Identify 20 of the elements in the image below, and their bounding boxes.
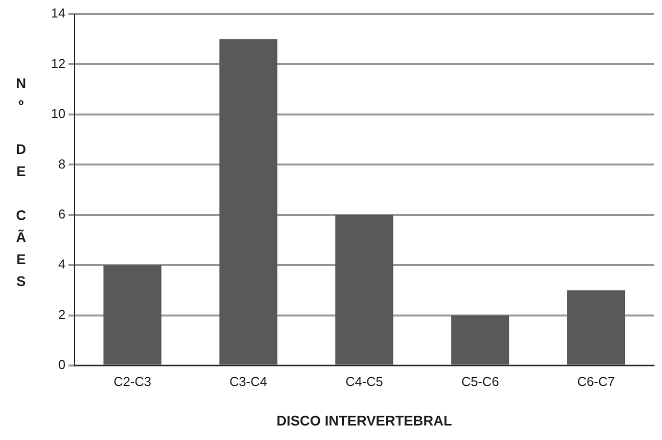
x-tick-label: C2-C3: [114, 374, 152, 389]
x-tick-label: C4-C5: [345, 374, 384, 389]
bar: [219, 39, 278, 365]
y-tick-label: 10: [50, 106, 66, 122]
x-tick-label: C5-C6: [461, 374, 499, 389]
x-axis-title: DISCO INTERVERTEBRAL: [276, 412, 452, 428]
bar: [103, 265, 162, 365]
x-tick-label: C6-C7: [577, 374, 615, 389]
y-tick-label: 4: [58, 256, 66, 272]
y-tick-label: 0: [58, 357, 66, 372]
y-axis-title: Nº DE CÃES: [13, 75, 29, 295]
y-tick-label: 2: [58, 306, 66, 322]
bar: [335, 214, 394, 365]
y-tick-label: 14: [50, 6, 66, 21]
x-tick-label: C3-C4: [230, 374, 268, 389]
y-tick-label: 8: [58, 156, 66, 172]
bar: [567, 290, 626, 365]
y-tick-label: 6: [58, 206, 66, 222]
bar: [451, 315, 510, 365]
y-tick-label: 12: [50, 56, 66, 71]
